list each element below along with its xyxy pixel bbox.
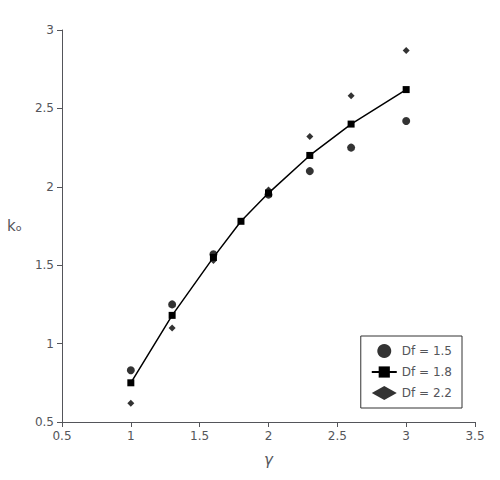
svg-text:0.5: 0.5 <box>52 429 71 443</box>
svg-text:2.5: 2.5 <box>328 429 347 443</box>
svg-text:1: 1 <box>127 429 135 443</box>
svg-text:2: 2 <box>46 180 54 194</box>
svg-text:1.5: 1.5 <box>190 429 209 443</box>
svg-text:0.5: 0.5 <box>35 415 54 429</box>
svg-text:3: 3 <box>46 23 54 37</box>
svg-text:2: 2 <box>265 429 273 443</box>
svg-text:kₒ: kₒ <box>7 217 22 235</box>
svg-text:2.5: 2.5 <box>35 101 54 115</box>
svg-text:Df = 1.8: Df = 1.8 <box>402 365 452 379</box>
svg-text:1.5: 1.5 <box>35 258 54 272</box>
svg-text:3.5: 3.5 <box>465 429 484 443</box>
svg-text:γ: γ <box>264 451 274 469</box>
svg-text:3: 3 <box>402 429 410 443</box>
svg-text:1: 1 <box>46 337 54 351</box>
svg-text:Df = 1.5: Df = 1.5 <box>402 344 452 358</box>
svg-text:Df = 2.2: Df = 2.2 <box>402 386 452 400</box>
